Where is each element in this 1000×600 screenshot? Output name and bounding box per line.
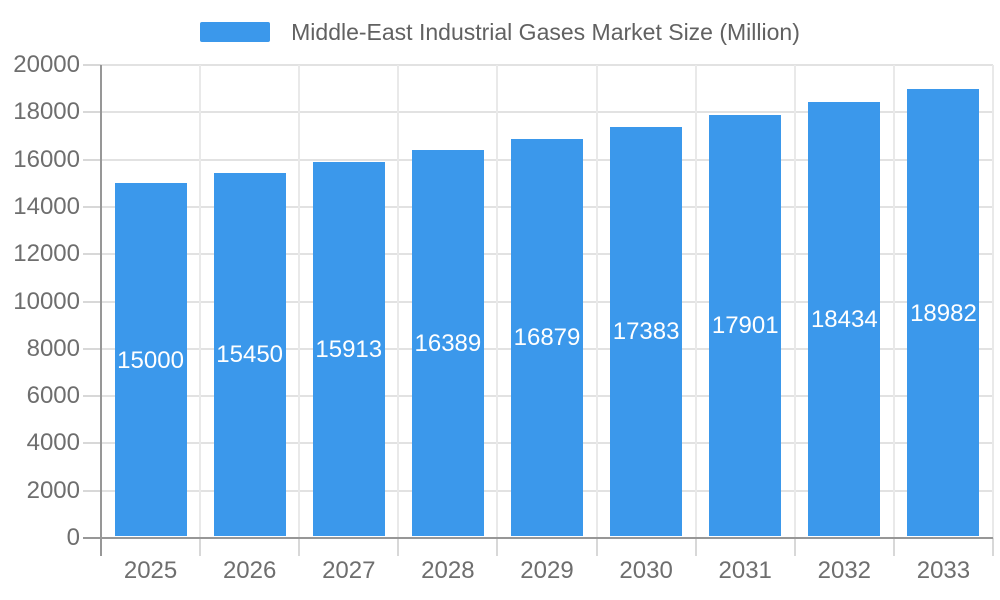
gridline-h [101,111,993,114]
x-tick [199,538,202,556]
x-axis-tick-label: 2030 [619,557,673,584]
y-tick [83,158,101,161]
y-tick [83,253,101,256]
x-tick [496,538,499,556]
x-axis-tick-label: 2026 [222,557,277,584]
gridline-v [595,65,598,538]
x-axis-line [83,537,993,539]
legend[interactable]: Middle-East Industrial Gases Market Size… [0,18,1000,45]
gridline-v [992,65,994,538]
x-axis-tick-label: 2029 [520,557,574,584]
y-tick [83,300,101,303]
x-tick [992,538,994,556]
y-axis-line [100,65,102,556]
bar-value-label: 16879 [513,324,581,352]
bar[interactable] [312,161,385,536]
y-tick [83,205,101,208]
bar[interactable] [808,102,881,536]
legend-label: Middle-East Industrial Gases Market Size… [291,18,800,45]
y-tick [83,64,101,66]
bar[interactable] [907,89,980,536]
bar[interactable] [511,138,583,536]
gridline-v [298,65,301,538]
bar[interactable] [610,126,683,536]
gridline-v [397,65,400,538]
y-axis-tick-label: 4000 [26,429,80,457]
y-tick [83,395,101,398]
x-tick [694,538,697,556]
y-tick [83,111,101,114]
gridline-h [101,64,993,66]
gridline-v [694,65,697,538]
bar-value-label: 17901 [711,312,779,340]
legend-swatch [200,22,271,42]
x-axis-tick-label: 2032 [817,557,872,584]
x-tick [892,538,895,556]
x-axis-tick-label: 2031 [718,557,772,584]
bar-value-label: 17383 [612,318,680,346]
bar[interactable] [411,150,484,536]
bar-value-label: 16389 [414,330,482,358]
gridline-v [496,65,499,538]
bar-value-label: 15913 [315,335,383,363]
y-axis-tick-label: 2000 [26,476,80,504]
y-tick [83,489,101,492]
y-tick [83,442,101,445]
gridline-v [793,65,796,538]
bar[interactable] [114,183,187,536]
gridline-v [199,65,202,538]
bar[interactable] [709,114,782,536]
y-axis-tick-label: 20000 [13,51,80,78]
y-axis-tick-label: 10000 [13,287,80,315]
x-axis-tick-label: 2025 [123,557,178,584]
x-axis-tick-label: 2027 [322,557,376,584]
y-axis-tick-label: 18000 [13,98,80,126]
bar-value-label: 18982 [910,299,977,327]
gridline-v [892,65,895,538]
y-axis-tick-label: 0 [66,524,80,551]
bar-value-label: 15450 [216,341,284,369]
y-axis-tick-label: 8000 [26,334,80,362]
bar-value-label: 15000 [117,346,184,374]
x-tick [397,538,400,556]
bar-value-label: 18434 [810,306,878,334]
x-tick [595,538,598,556]
x-axis-tick-label: 2033 [916,557,971,584]
x-tick [793,538,796,556]
y-tick [83,347,101,350]
y-axis-tick-label: 14000 [13,192,80,220]
bar[interactable] [213,172,286,536]
y-axis-tick-label: 6000 [26,382,80,410]
x-tick [298,538,301,556]
y-axis-tick-label: 12000 [13,240,80,268]
y-axis-tick-label: 16000 [13,145,80,173]
x-axis-tick-label: 2028 [421,557,475,584]
